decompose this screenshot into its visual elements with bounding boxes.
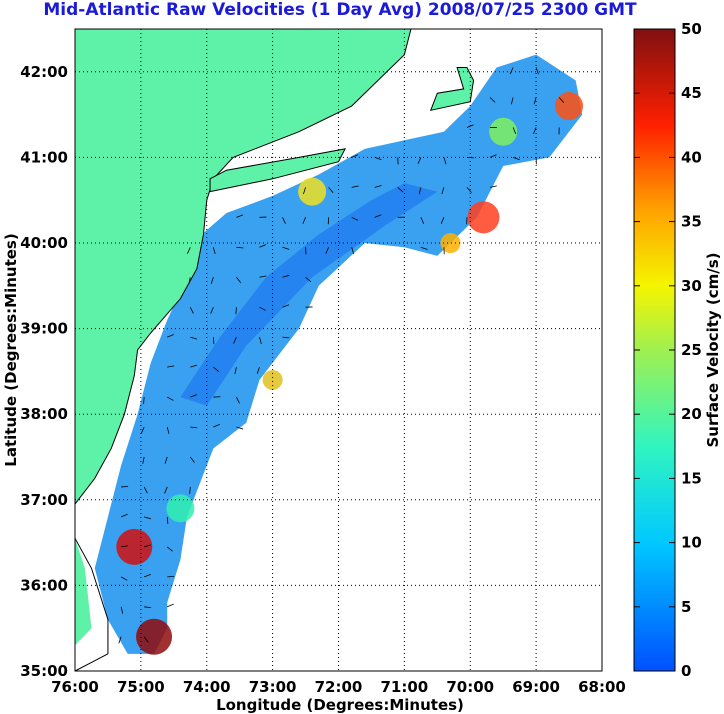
- y-tick-label: 41:00: [20, 148, 68, 166]
- x-axis-label: Longitude (Degrees:Minutes): [216, 696, 464, 714]
- x-tick-labels: 76:00 75:00 74:00 73:00 72:00 71:00 70:00 69:00…: [51, 678, 626, 696]
- x-tick-label: 69:00: [512, 678, 560, 696]
- colorbar-tick-label: 50: [681, 20, 702, 38]
- velocity-patch: [116, 528, 153, 565]
- y-tick-label: 35:00: [20, 662, 68, 680]
- nc-mainland: [75, 538, 92, 646]
- colorbar: [633, 28, 676, 672]
- colorbar-tick-label: 0: [681, 662, 691, 680]
- colorbar-tick-label: 45: [681, 84, 702, 102]
- cape-cod: [429, 67, 475, 112]
- vector-arrows: [118, 67, 565, 644]
- plot-frame: [74, 28, 603, 672]
- velocity-field: [94, 54, 584, 655]
- x-tick-label: 68:00: [578, 678, 626, 696]
- y-tick-label: 36:00: [20, 576, 68, 594]
- colorbar-tick-label: 40: [681, 148, 702, 166]
- land-polygon: [74, 28, 412, 506]
- velocity-patch: [262, 369, 283, 390]
- velocity-patch: [298, 177, 327, 206]
- x-tick-label: 70:00: [446, 678, 494, 696]
- y-tick-label: 40:00: [20, 234, 68, 252]
- y-axis-label: Latitude (Degrees:Minutes): [2, 233, 20, 466]
- velocity-patch: [555, 92, 584, 121]
- colorbar-tick-label: 30: [681, 277, 702, 295]
- y-tick-label: 39:00: [20, 320, 68, 338]
- velocity-patch: [489, 117, 518, 146]
- velocity-patch: [136, 618, 173, 655]
- x-tick-label: 73:00: [249, 678, 297, 696]
- x-tick-label: 71:00: [381, 678, 429, 696]
- x-tick-label: 76:00: [51, 678, 99, 696]
- map-title: Mid-Atlantic Raw Velocities (1 Day Avg) …: [43, 0, 637, 20]
- long-island: [209, 148, 346, 193]
- y-tick-label: 38:00: [20, 405, 68, 423]
- velocity-patch: [440, 233, 461, 253]
- colorbar-tick-label: 25: [681, 341, 702, 359]
- colorbar-ticks: 0 5 10 15 20 25 30 35 40 45 50: [634, 20, 702, 680]
- y-tick-labels: 35:00 36:00 37:00 38:00 39:00 40:00 41:00 42:00: [20, 63, 68, 680]
- colorbar-tick-label: 5: [681, 598, 691, 616]
- colorbar-tick-label: 35: [681, 213, 702, 231]
- outer-banks: [74, 538, 109, 672]
- y-tick-label: 37:00: [20, 491, 68, 509]
- y-tick-label: 42:00: [20, 63, 68, 81]
- velocity-patch: [166, 494, 195, 523]
- colorbar-tick-label: 20: [681, 405, 702, 423]
- colorbar-label: Surface Velocity (cm/s): [704, 252, 722, 447]
- coverage-area: [94, 54, 583, 654]
- x-tick-label: 74:00: [183, 678, 231, 696]
- colorbar-tick-label: 15: [681, 469, 702, 487]
- x-tick-label: 72:00: [315, 678, 363, 696]
- colorbar-tick-label: 10: [681, 534, 702, 552]
- low-velocity-core: [180, 183, 438, 406]
- velocity-patch: [467, 201, 500, 234]
- land-mass: [74, 28, 475, 672]
- x-tick-label: 75:00: [117, 678, 165, 696]
